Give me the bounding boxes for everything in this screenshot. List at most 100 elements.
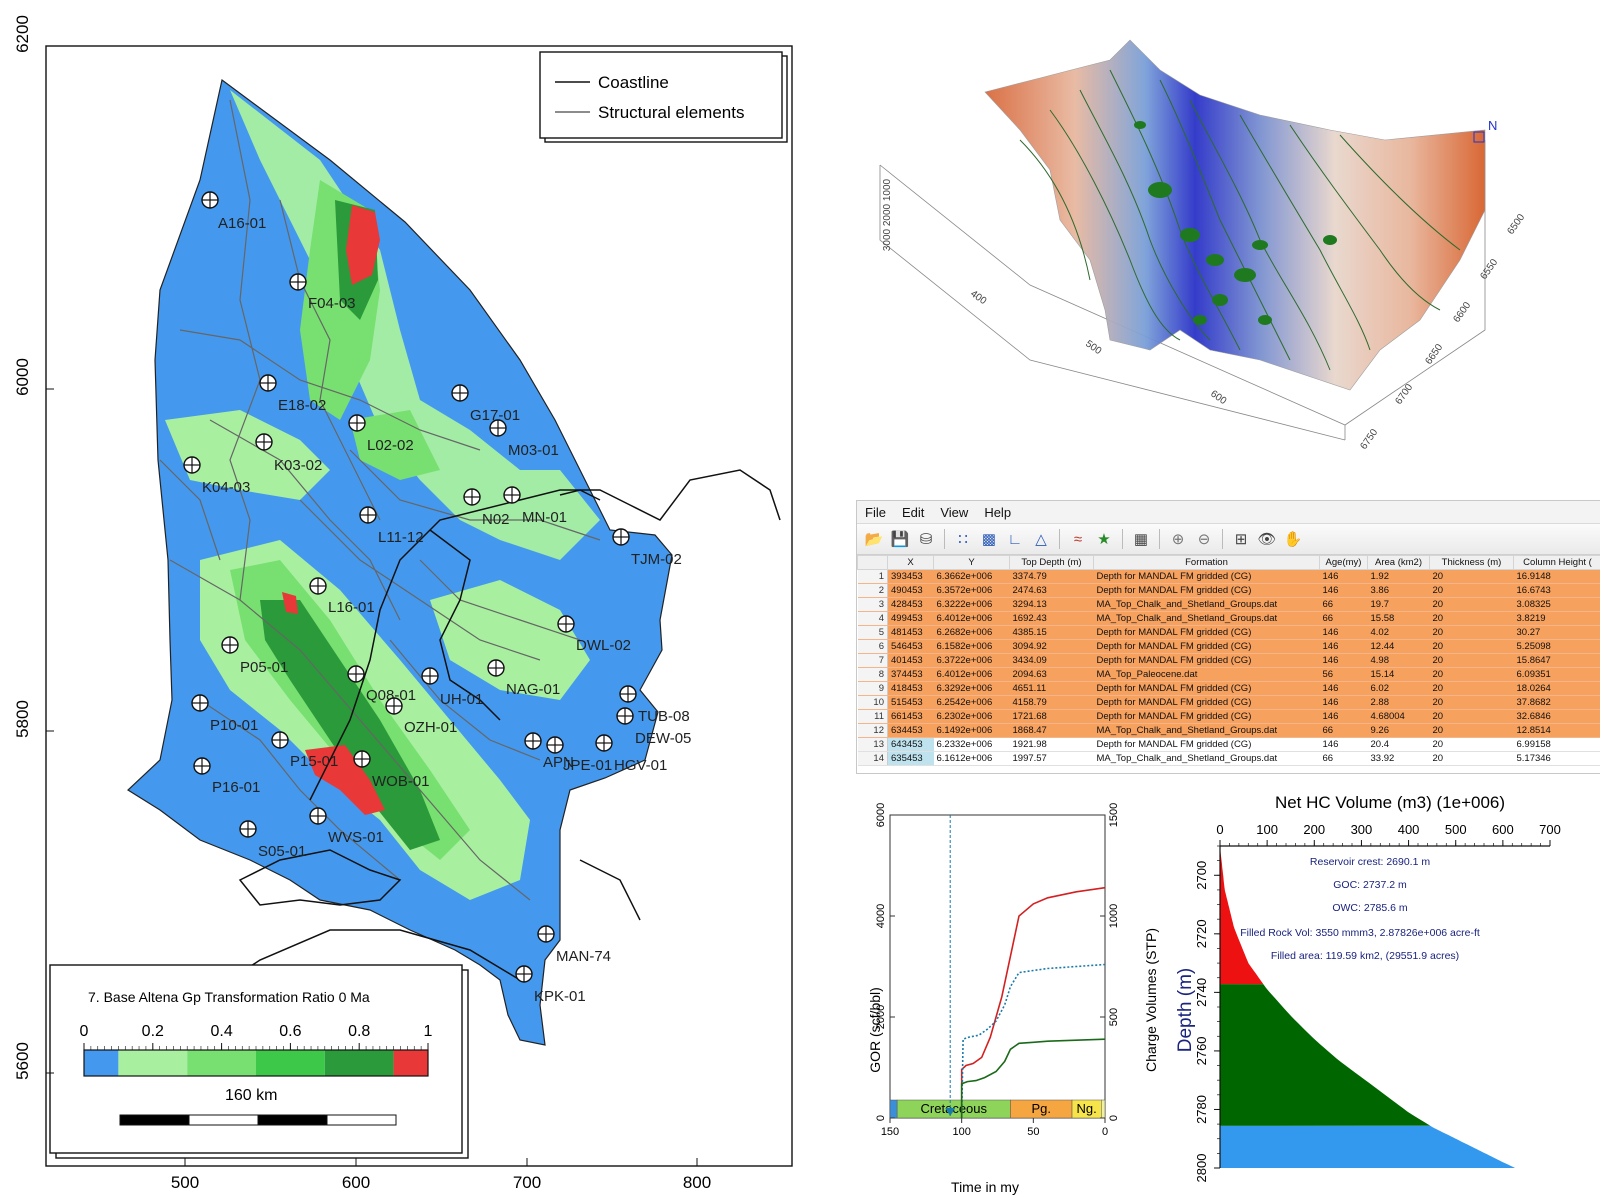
table-cell[interactable]: 6.1492e+006 bbox=[933, 723, 1010, 738]
table-cell[interactable]: 643453 bbox=[887, 737, 934, 752]
table-cell[interactable]: 6.3572e+006 bbox=[933, 583, 1010, 598]
table-cell[interactable]: 20 bbox=[1429, 709, 1514, 724]
table-cell[interactable]: 499453 bbox=[887, 611, 934, 626]
row-number[interactable]: 10 bbox=[857, 695, 888, 710]
table-cell[interactable]: 6.1612e+006 bbox=[933, 751, 1010, 766]
row-number[interactable]: 7 bbox=[857, 653, 888, 668]
table-cell[interactable]: 3294.13 bbox=[1009, 597, 1094, 612]
row-number[interactable]: 4 bbox=[857, 611, 888, 626]
table-cell[interactable]: 20 bbox=[1429, 611, 1514, 626]
table-cell[interactable]: 146 bbox=[1319, 639, 1368, 654]
row-number[interactable]: 13 bbox=[857, 737, 888, 752]
table-cell[interactable]: 9.26 bbox=[1367, 723, 1430, 738]
table-cell[interactable]: 33.92 bbox=[1367, 751, 1430, 766]
table-cell[interactable]: 66 bbox=[1319, 611, 1368, 626]
table-cell[interactable]: 4.98 bbox=[1367, 653, 1430, 668]
menu-file[interactable]: File bbox=[865, 504, 886, 520]
table-cell[interactable]: 6.2682e+006 bbox=[933, 625, 1010, 640]
table-cell[interactable]: 393453 bbox=[887, 569, 934, 584]
table-cell[interactable]: 16.6743 bbox=[1513, 583, 1600, 598]
column-header[interactable]: Y bbox=[933, 555, 1010, 570]
table-cell[interactable]: 6.4012e+006 bbox=[933, 667, 1010, 682]
table-cell[interactable]: 1692.43 bbox=[1009, 611, 1094, 626]
table-cell[interactable]: 374453 bbox=[887, 667, 934, 682]
table-cell[interactable]: 546453 bbox=[887, 639, 934, 654]
table-cell[interactable]: 4.02 bbox=[1367, 625, 1430, 640]
zoom-out-icon[interactable]: ⊖ bbox=[1197, 531, 1211, 548]
table-cell[interactable]: 3374.79 bbox=[1009, 569, 1094, 584]
scatter-plot-icon[interactable]: ∷ bbox=[958, 531, 968, 548]
table-cell[interactable]: 635453 bbox=[887, 751, 934, 766]
table-cell[interactable]: Depth for MANDAL FM gridded (CG) bbox=[1093, 625, 1320, 640]
table-row[interactable]: 4 499453 6.4012e+006 1692.43 MA_Top_Chalk_an… bbox=[857, 611, 1600, 626]
table-row[interactable]: 5 481453 6.2682e+006 4385.15 Depth for MANDA… bbox=[857, 625, 1600, 640]
hand-icon[interactable]: ✋ bbox=[1283, 531, 1303, 548]
table-cell[interactable]: Depth for MANDAL FM gridded (CG) bbox=[1093, 583, 1320, 598]
table-row[interactable]: 11 661453 6.2302e+006 1721.68 Depth for MAND… bbox=[857, 709, 1600, 724]
table-cell[interactable]: 4158.79 bbox=[1009, 695, 1094, 710]
table-cell[interactable]: 66 bbox=[1319, 751, 1368, 766]
table-cell[interactable]: MA_Top_Chalk_and_Shetland_Groups.dat bbox=[1093, 723, 1320, 738]
star-icon[interactable]: ★ bbox=[1097, 531, 1111, 548]
table-cell[interactable]: 3094.92 bbox=[1009, 639, 1094, 654]
table-cell[interactable]: 6.2332e+006 bbox=[933, 737, 1010, 752]
table-cell[interactable]: 20 bbox=[1429, 681, 1514, 696]
menu-help[interactable]: Help bbox=[984, 504, 1012, 520]
table-cell[interactable]: Depth for MANDAL FM gridded (CG) bbox=[1093, 653, 1320, 668]
table-cell[interactable]: 146 bbox=[1319, 569, 1368, 584]
table-cell[interactable]: 6.99158 bbox=[1513, 737, 1600, 752]
table-cell[interactable]: 490453 bbox=[887, 583, 934, 598]
table-cell[interactable]: 1997.57 bbox=[1009, 751, 1094, 766]
layout-icon[interactable]: ⊞ bbox=[1234, 531, 1248, 548]
menu-edit[interactable]: Edit bbox=[901, 504, 925, 520]
triangle-icon[interactable]: △ bbox=[1035, 531, 1047, 548]
table-cell[interactable]: 481453 bbox=[887, 625, 934, 640]
zoom-in-icon[interactable]: ⊕ bbox=[1171, 531, 1185, 548]
table-cell[interactable]: 19.7 bbox=[1367, 597, 1430, 612]
row-number[interactable]: 9 bbox=[857, 681, 888, 696]
table-cell[interactable]: 20 bbox=[1429, 639, 1514, 654]
row-number[interactable]: 14 bbox=[857, 751, 888, 766]
row-number[interactable]: 5 bbox=[857, 625, 888, 640]
table-cell[interactable]: 418453 bbox=[887, 681, 934, 696]
table-cell[interactable]: 15.58 bbox=[1367, 611, 1430, 626]
row-number[interactable]: 8 bbox=[857, 667, 888, 682]
table-cell[interactable]: 6.3222e+006 bbox=[933, 597, 1010, 612]
table-row[interactable]: 8 374453 6.4012e+006 2094.63 MA_Top_Paleocen… bbox=[857, 667, 1600, 682]
row-number[interactable]: 12 bbox=[857, 723, 888, 738]
table-cell[interactable]: Depth for MANDAL FM gridded (CG) bbox=[1093, 695, 1320, 710]
table-cell[interactable]: 661453 bbox=[887, 709, 934, 724]
table-row[interactable]: 10 515453 6.2542e+006 4158.79 Depth for MAND… bbox=[857, 695, 1600, 710]
table-cell[interactable]: 146 bbox=[1319, 583, 1368, 598]
table-cell[interactable]: Depth for MANDAL FM gridded (CG) bbox=[1093, 639, 1320, 654]
table-cell[interactable]: 16.9148 bbox=[1513, 569, 1600, 584]
table-row[interactable]: 14 635453 6.1612e+006 1997.57 MA_Top_Chalk_a… bbox=[857, 751, 1600, 766]
table-cell[interactable]: 1.92 bbox=[1367, 569, 1430, 584]
table-cell[interactable]: 20 bbox=[1429, 695, 1514, 710]
row-number[interactable]: 3 bbox=[857, 597, 888, 612]
table-row[interactable]: 1 393453 6.3662e+006 3374.79 Depth for MANDA… bbox=[857, 569, 1600, 584]
column-header[interactable]: Top Depth (m) bbox=[1009, 555, 1094, 570]
table-cell[interactable]: 6.2542e+006 bbox=[933, 695, 1010, 710]
table-cell[interactable]: 18.0264 bbox=[1513, 681, 1600, 696]
table-cell[interactable]: 146 bbox=[1319, 695, 1368, 710]
row-number[interactable]: 11 bbox=[857, 709, 888, 724]
column-header[interactable]: Thickness (m) bbox=[1429, 555, 1514, 570]
open-folder-icon[interactable]: 📂 bbox=[864, 531, 884, 548]
table-cell[interactable]: 15.8647 bbox=[1513, 653, 1600, 668]
table-cell[interactable]: 20 bbox=[1429, 625, 1514, 640]
row-number[interactable]: 1 bbox=[857, 569, 888, 584]
table-cell[interactable]: 20 bbox=[1429, 667, 1514, 682]
table-cell[interactable]: 3.08325 bbox=[1513, 597, 1600, 612]
database-icon[interactable]: ⛁ bbox=[919, 531, 933, 548]
table-cell[interactable]: Depth for MANDAL FM gridded (CG) bbox=[1093, 569, 1320, 584]
table-cell[interactable]: 6.2302e+006 bbox=[933, 709, 1010, 724]
table-cell[interactable]: 1868.47 bbox=[1009, 723, 1094, 738]
table-cell[interactable]: 12.8514 bbox=[1513, 723, 1600, 738]
curve-icon[interactable]: ∟ bbox=[1007, 530, 1023, 548]
column-header[interactable]: Formation bbox=[1093, 555, 1320, 570]
table-cell[interactable]: 12.44 bbox=[1367, 639, 1430, 654]
table-cell[interactable]: 4651.11 bbox=[1009, 681, 1094, 696]
table-row[interactable]: 3 428453 6.3222e+006 3294.13 MA_Top_Chalk_an… bbox=[857, 597, 1600, 612]
table-cell[interactable]: 4385.15 bbox=[1009, 625, 1094, 640]
